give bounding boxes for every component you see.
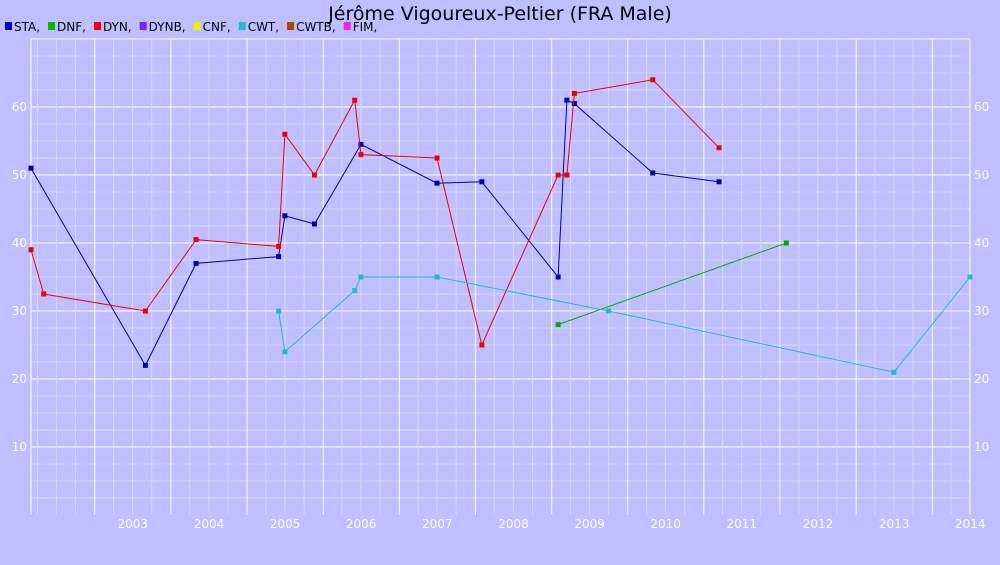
y-tick-label-left: 30 xyxy=(12,304,27,318)
x-tick-label: 2004 xyxy=(194,517,225,531)
data-point-dyn xyxy=(434,155,440,161)
data-point-sta xyxy=(650,170,656,176)
data-point-sta xyxy=(311,221,317,227)
x-tick-label: 2011 xyxy=(726,517,757,531)
data-point-cwt xyxy=(606,308,612,314)
grid xyxy=(30,38,971,515)
legend-label-dynb: DYNB, xyxy=(149,20,186,34)
data-point-dyn xyxy=(311,172,317,178)
x-tick-label: 2014 xyxy=(955,517,986,531)
legend-label-dnf: DNF, xyxy=(57,20,86,34)
data-point-sta xyxy=(142,362,148,368)
data-point-dyn xyxy=(142,308,148,314)
x-tick-label: 2010 xyxy=(650,517,681,531)
data-point-sta xyxy=(28,165,34,171)
data-point-cwt xyxy=(352,288,358,294)
data-point-dyn xyxy=(358,152,364,158)
data-point-cwt xyxy=(282,349,288,355)
legend-label-dyn: DYN, xyxy=(103,20,132,34)
series-layer xyxy=(28,77,973,375)
data-point-dyn xyxy=(193,237,199,243)
y-tick-label-right: 30 xyxy=(974,304,989,318)
data-point-dyn xyxy=(282,131,288,137)
legend-swatch-fim xyxy=(343,22,351,30)
legend-swatch-dyn xyxy=(93,22,101,30)
data-point-sta xyxy=(282,213,288,219)
legend-swatch-dynb xyxy=(139,22,147,30)
legend-swatch-dnf xyxy=(48,22,56,30)
series-line-dyn xyxy=(30,79,720,347)
y-tick-label-left: 40 xyxy=(12,236,27,250)
data-point-dyn xyxy=(479,342,485,348)
data-point-cwt xyxy=(891,369,897,375)
data-point-sta xyxy=(358,141,364,147)
data-point-dyn xyxy=(41,291,47,297)
legend-swatch-cwt xyxy=(238,22,246,30)
series-line-cwt xyxy=(278,276,971,373)
y-tick-label-left: 20 xyxy=(12,372,27,386)
series-dyn xyxy=(28,77,722,348)
data-point-sta xyxy=(555,274,561,280)
data-point-dyn xyxy=(650,77,656,83)
legend-label-cwtb: CWTB, xyxy=(296,20,336,34)
legend-label-sta: STA, xyxy=(14,20,40,34)
x-tick-label: 2013 xyxy=(879,517,910,531)
data-point-cwt xyxy=(276,308,282,314)
x-tick-label: 2006 xyxy=(346,517,377,531)
x-tick-label: 2003 xyxy=(117,517,148,531)
x-tick-label: 2008 xyxy=(498,517,529,531)
data-point-sta xyxy=(434,180,440,186)
data-point-sta xyxy=(276,254,282,260)
data-point-dyn xyxy=(564,172,570,178)
data-point-dnf xyxy=(783,240,789,246)
legend-swatch-sta xyxy=(5,22,12,30)
data-point-sta xyxy=(564,97,570,103)
x-tick-label: 2009 xyxy=(574,517,605,531)
y-tick-label-right: 10 xyxy=(974,440,989,454)
series-cwt xyxy=(276,274,973,375)
data-point-dnf xyxy=(555,322,561,328)
x-tick-label: 2012 xyxy=(803,517,834,531)
series-dnf xyxy=(555,240,789,328)
data-point-dyn xyxy=(571,90,577,96)
y-tick-label-right: 60 xyxy=(974,100,989,114)
legend: STA, DNF, DYN, DYNB, CNF, CWT, CWTB, FIM, xyxy=(5,20,377,34)
data-point-sta xyxy=(571,101,577,107)
data-point-dyn xyxy=(555,172,561,178)
y-tick-label-right: 20 xyxy=(974,372,989,386)
data-point-dyn xyxy=(276,243,282,249)
data-point-cwt xyxy=(434,274,440,280)
plot-area: 10 10 20 20 30 30 40 40 50 50 60 60 2003 2004 2005 2006… xyxy=(12,38,990,531)
data-point-sta xyxy=(716,179,722,185)
legend-swatch-cnf xyxy=(193,22,201,30)
legend-label-cwt: CWT, xyxy=(248,20,279,34)
x-tick-label: 2007 xyxy=(422,517,453,531)
data-point-sta xyxy=(479,179,485,185)
y-tick-label-right: 40 xyxy=(974,236,989,250)
y-tick-label-left: 50 xyxy=(12,168,27,182)
y-tick-label-right: 50 xyxy=(974,168,989,182)
y-tick-label-left: 60 xyxy=(12,100,27,114)
legend-swatch-cwtb xyxy=(287,22,295,30)
data-point-cwt xyxy=(358,274,364,280)
data-point-cwt xyxy=(967,274,973,280)
legend-label-fim: FIM, xyxy=(353,20,378,34)
chart-title: Jérôme Vigoureux-Peltier (FRA Male) xyxy=(327,3,672,25)
data-point-dyn xyxy=(352,97,358,103)
tick-labels: 10 10 20 20 30 30 40 40 50 50 60 60 2003 2004 2005 2006… xyxy=(12,100,990,531)
data-point-sta xyxy=(193,260,199,266)
legend-label-cnf: CNF, xyxy=(203,20,231,34)
series-line-dnf xyxy=(557,242,787,326)
data-point-dyn xyxy=(28,247,34,253)
data-point-dyn xyxy=(716,145,722,151)
y-tick-label-left: 10 xyxy=(12,440,27,454)
x-tick-label: 2005 xyxy=(270,517,301,531)
